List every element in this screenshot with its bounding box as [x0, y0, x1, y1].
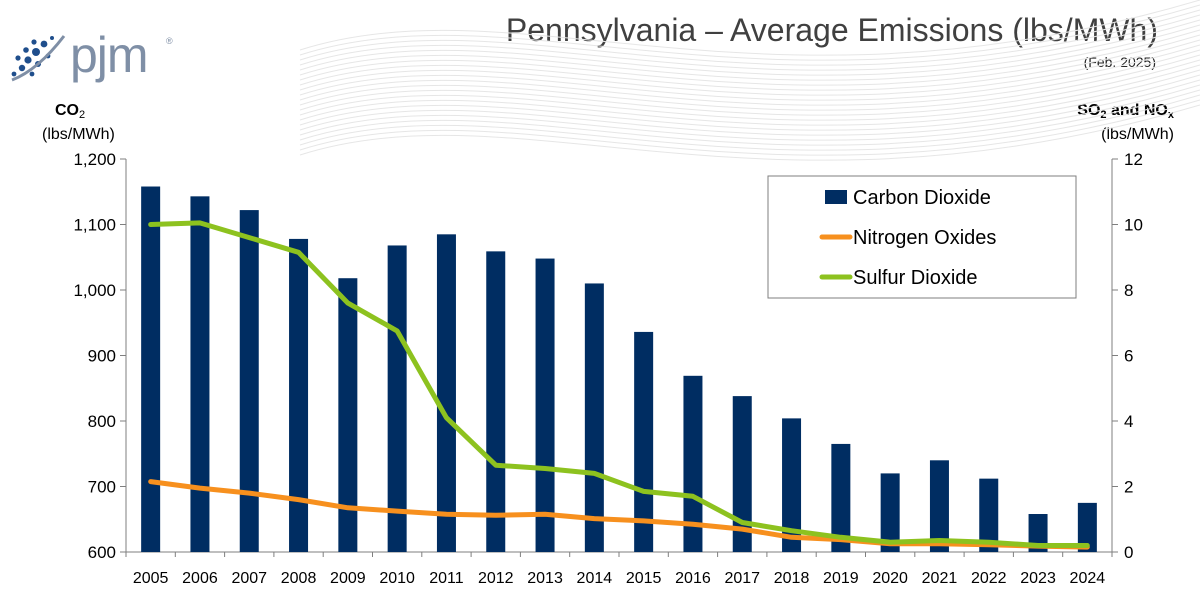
swirl-line — [299, 29, 1200, 86]
pjm-logo-mark-icon — [11, 35, 66, 82]
x-tick-label: 2019 — [823, 570, 859, 587]
bar-carbon-dioxide — [831, 443, 851, 552]
legend-swatch-carbon-dioxide — [825, 190, 847, 204]
swirl-line — [299, 64, 1200, 121]
x-tick-label: 2022 — [971, 570, 1007, 587]
swirl-line — [299, 79, 1200, 136]
x-tick-label: 2013 — [527, 570, 563, 587]
left-tick-label: 600 — [88, 543, 116, 562]
left-axis-title: CO2 (lbs/MWh) — [42, 101, 152, 144]
x-tick-label: 2006 — [182, 570, 218, 587]
legend-label: Nitrogen Oxides — [853, 227, 996, 249]
swirl-line — [299, 94, 1200, 151]
x-tick-label: 2020 — [872, 570, 908, 587]
x-tick-label: 2014 — [577, 570, 613, 587]
swirl-line — [299, 54, 1200, 111]
swirl-line — [299, 0, 1200, 56]
bar-carbon-dioxide — [634, 331, 654, 552]
swirl-line — [299, 39, 1200, 96]
bar-carbon-dioxide — [289, 238, 309, 552]
x-tick-label: 2024 — [1070, 570, 1106, 587]
left-tick-label: 800 — [88, 412, 116, 431]
bar-carbon-dioxide — [732, 396, 752, 552]
swirl-line — [299, 99, 1200, 156]
swirl-line — [299, 84, 1200, 141]
bar-carbon-dioxide — [436, 234, 456, 552]
right-tick-label: 4 — [1124, 412, 1133, 431]
swirl-line — [299, 19, 1200, 76]
right-tick-label: 6 — [1124, 347, 1133, 366]
legend-label: Carbon Dioxide — [853, 187, 991, 209]
bar-carbon-dioxide — [190, 196, 210, 552]
bar-carbon-dioxide — [979, 478, 999, 552]
legend: Carbon Dioxide Nitrogen Oxides Sulfur Diox… — [767, 175, 1077, 299]
bar-carbon-dioxide — [782, 418, 802, 552]
bar-carbon-dioxide — [584, 283, 604, 552]
swirl-line — [299, 24, 1200, 81]
legend-box — [767, 175, 1077, 299]
bar-carbon-dioxide — [338, 278, 358, 552]
bar-carbon-dioxide — [880, 473, 900, 552]
right-tick-label: 12 — [1124, 150, 1143, 169]
bar-carbon-dioxide — [486, 251, 506, 553]
pjm-wordmark: pjm — [70, 27, 149, 83]
right-axis-name-b-sub: x — [1167, 109, 1174, 121]
x-tick-label: 2012 — [478, 570, 514, 587]
bar-carbon-dioxide — [141, 186, 161, 552]
x-tick-label: 2023 — [1020, 570, 1056, 587]
swirl-line — [299, 14, 1200, 71]
swirl-line — [299, 4, 1200, 61]
x-tick-label: 2009 — [330, 570, 366, 587]
bar-carbon-dioxide — [1028, 514, 1048, 552]
left-tick-label: 700 — [88, 478, 116, 497]
legend-label: Sulfur Dioxide — [853, 267, 978, 289]
x-tick-label: 2005 — [133, 570, 169, 587]
swirl-line — [299, 89, 1200, 146]
left-axis-name-sub: 2 — [79, 109, 86, 121]
bar-carbon-dioxide — [1077, 502, 1097, 552]
plot-area: 600 700 800 900 1,000 1,100 1,200 0 2 4 6 8 10 12 2005… — [73, 150, 1142, 587]
bar-carbon-dioxide — [535, 258, 555, 552]
left-tick-label: 1,000 — [73, 281, 116, 300]
bar-carbon-dioxide — [683, 375, 703, 552]
swirl-line — [299, 69, 1200, 126]
right-tick-label: 2 — [1124, 478, 1133, 497]
pjm-logo: pjm ® — [8, 26, 178, 86]
swirl-line — [299, 59, 1200, 116]
right-axis-unit: (lbs/MWh) — [1101, 126, 1174, 143]
right-tick-label: 10 — [1124, 216, 1143, 235]
x-tick-label: 2010 — [379, 570, 415, 587]
swirl-line — [299, 74, 1200, 131]
swirl-line — [299, 49, 1200, 106]
line-nitrogen-oxides — [148, 479, 1090, 550]
x-tick-label: 2008 — [281, 570, 317, 587]
chart-subtitle: (Feb. 2025) — [1083, 54, 1156, 70]
swirl-line — [299, 9, 1200, 66]
x-tick-label: 2007 — [231, 570, 267, 587]
bar-carbon-dioxide — [929, 460, 949, 552]
bar-carbon-dioxide — [387, 245, 407, 552]
bar-carbon-dioxide — [239, 210, 259, 552]
right-tick-label: 8 — [1124, 281, 1133, 300]
swirl-line — [299, 44, 1200, 101]
x-tick-label: 2018 — [774, 570, 810, 587]
left-tick-label: 1,100 — [73, 216, 116, 235]
swirl-line — [299, 34, 1200, 91]
x-tick-label: 2016 — [675, 570, 711, 587]
swirl-line — [299, 104, 1200, 161]
x-tick-label: 2017 — [724, 570, 760, 587]
x-tick-label: 2021 — [922, 570, 958, 587]
left-tick-label: 1,200 — [73, 150, 116, 169]
left-axis-unit: (lbs/MWh) — [42, 126, 115, 143]
registered-mark: ® — [166, 36, 173, 46]
left-tick-label: 900 — [88, 347, 116, 366]
right-tick-label: 0 — [1124, 543, 1133, 562]
line-sulfur-dioxide — [148, 220, 1090, 548]
x-tick-label: 2015 — [626, 570, 662, 587]
left-axis-name: CO — [55, 102, 79, 119]
x-tick-label: 2011 — [429, 570, 464, 587]
background-swirl — [299, 0, 1200, 161]
